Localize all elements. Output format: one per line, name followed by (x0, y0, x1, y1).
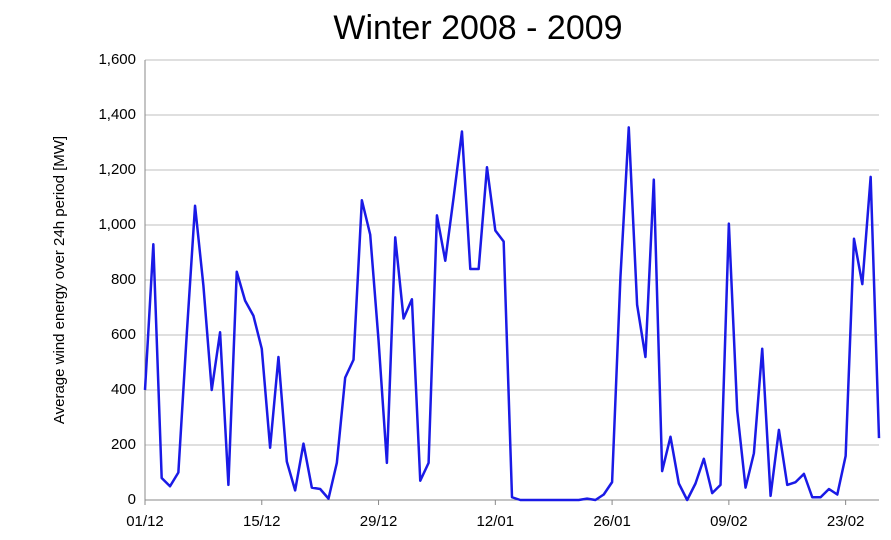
y-tick-label: 0 (128, 491, 136, 508)
y-tick-label: 200 (111, 436, 136, 453)
y-axis-label: Average wind energy over 24h period [MW] (51, 136, 68, 424)
x-tick-label: 01/12 (126, 513, 164, 530)
y-tick-label: 1,200 (98, 161, 136, 178)
chart-title: Winter 2008 - 2009 (333, 9, 622, 47)
data-line (143, 126, 881, 502)
y-tick-label: 800 (111, 271, 136, 288)
x-tick-label: 12/01 (477, 513, 515, 530)
y-tick-label: 600 (111, 326, 136, 343)
y-tick-label: 1,400 (98, 106, 136, 123)
y-tick-label: 1,000 (98, 216, 136, 233)
x-tick-label: 23/02 (827, 513, 865, 530)
x-tick-label: 09/02 (710, 513, 748, 530)
y-tick-label: 1,600 (98, 51, 136, 68)
y-tick-label: 400 (111, 381, 136, 398)
x-tick-label: 26/01 (593, 513, 631, 530)
x-tick-label: 29/12 (360, 513, 398, 530)
x-tick-label: 15/12 (243, 513, 281, 530)
